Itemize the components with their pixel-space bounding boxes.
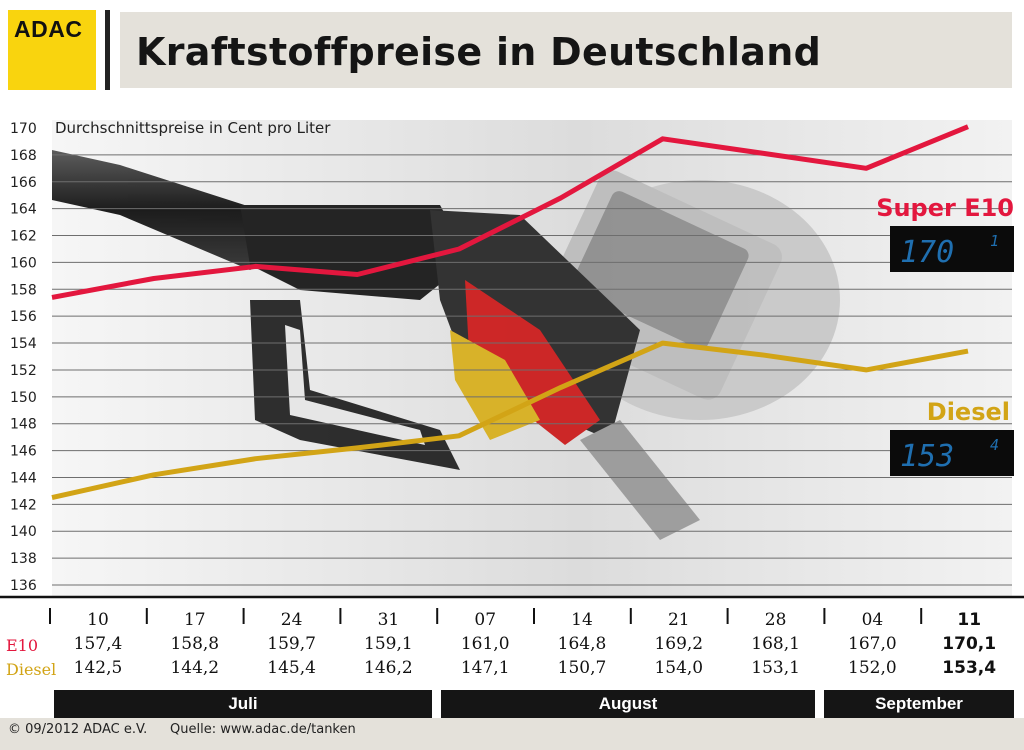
table-cell-diesel: 142,5: [73, 658, 123, 678]
y-tick-label: 140: [10, 524, 37, 540]
y-axis-ticks: 136 138 140 142 144 146 148 150 152 154 156 158 160 1…: [10, 121, 37, 594]
series-line-e10: [51, 124, 969, 300]
y-tick-label: 168: [10, 148, 37, 164]
table-cell-diesel: 146,2: [364, 658, 413, 678]
x-tick-label: 17: [184, 610, 206, 630]
y-tick-label: 138: [10, 551, 37, 567]
month-bar-august: August: [441, 690, 815, 718]
copyright-text: © 09/2012 ADAC e.V.: [8, 722, 148, 737]
y-tick-label: 158: [10, 282, 37, 298]
x-tick-label: 10: [87, 610, 109, 630]
table-cell-e10: 168,1: [751, 634, 800, 654]
y-tick-label: 154: [10, 336, 37, 352]
row-label-e10: E10: [6, 636, 39, 655]
unit-label: Durchschnittspreise in Cent pro Liter: [55, 119, 331, 137]
title-band: Kraftstoffpreise in Deutschland: [120, 12, 1012, 88]
y-tick-label: 150: [10, 390, 37, 406]
y-tick-label: 144: [10, 470, 37, 486]
table-cell-e10: 157,4: [73, 634, 123, 654]
table-cell-e10: 161,0: [460, 634, 510, 654]
legend-diesel-name: Diesel: [927, 398, 1010, 426]
y-tick-label: 160: [10, 255, 37, 271]
diesel-display-value: 153: [900, 439, 954, 474]
e10-display-small: 1: [990, 232, 999, 250]
e10-display-value: 170: [900, 235, 954, 270]
y-tick-label: 164: [10, 202, 37, 218]
legend-e10-name: Super E10: [876, 194, 1014, 222]
y-tick-label: 148: [10, 417, 37, 433]
x-tick-label: 07: [474, 610, 496, 630]
diesel-display-small: 4: [990, 436, 999, 454]
month-bar-september: September: [824, 690, 1014, 718]
table-cell-diesel: 147,1: [460, 658, 510, 678]
y-tick-label: 146: [10, 444, 37, 460]
table-cell-e10: 167,0: [848, 634, 897, 654]
table-cell-e10: 159,1: [364, 634, 413, 654]
y-tick-label: 166: [10, 175, 37, 191]
y-tick-label: 170: [10, 121, 37, 137]
x-tick-label: 21: [668, 610, 690, 630]
logo-divider: [105, 10, 110, 90]
table-cell-e10: 170,1: [942, 634, 997, 654]
adac-logo: ADAC: [8, 10, 96, 90]
y-tick-label: 152: [10, 363, 37, 379]
x-tick-label: 14: [571, 610, 593, 630]
month-bar-juli: Juli: [54, 690, 432, 718]
y-tick-label: 142: [10, 497, 37, 513]
x-tick-label: 04: [862, 610, 884, 630]
x-tick-label: 28: [765, 610, 787, 630]
series-lines: [51, 124, 969, 501]
source-text: Quelle: www.adac.de/tanken: [170, 722, 356, 737]
table-cell-diesel: 152,0: [848, 658, 897, 678]
y-tick-label: 136: [10, 578, 37, 594]
table-cell-e10: 169,2: [654, 634, 704, 654]
table-cell-e10: 159,7: [267, 634, 316, 654]
footer: © 09/2012 ADAC e.V. Quelle: www.adac.de/…: [0, 718, 1024, 750]
x-tick-label: 11: [957, 610, 981, 630]
y-tick-label: 156: [10, 309, 37, 325]
table-cell-e10: 164,8: [557, 634, 607, 654]
table-cell-diesel: 153,1: [751, 658, 800, 678]
x-tick-label: 24: [281, 610, 303, 630]
chart-title: Kraftstoffpreise in Deutschland: [136, 30, 822, 74]
table-cell-diesel: 144,2: [170, 658, 220, 678]
table-cell-diesel: 150,7: [557, 658, 607, 678]
table-cell-e10: 158,8: [170, 634, 220, 654]
chart-area: 1361381401421441461481501521541561581601…: [0, 119, 1024, 630]
y-tick-label: 162: [10, 229, 37, 245]
row-label-diesel: Diesel: [6, 660, 57, 679]
table-cell-diesel: 153,4: [942, 658, 997, 678]
table-cell-diesel: 145,4: [267, 658, 316, 678]
e10-price-display: [890, 226, 1014, 272]
diesel-price-display: [890, 430, 1014, 476]
series-line-diesel: [51, 340, 969, 501]
logo-text: ADAC: [14, 16, 83, 42]
table-cell-diesel: 154,0: [654, 658, 704, 678]
grid-lines: [52, 154, 1012, 586]
x-tick-label: 31: [378, 610, 400, 630]
x-axis-ticks: 10 17 24 31 07 14 21 28 04 11: [49, 608, 981, 630]
